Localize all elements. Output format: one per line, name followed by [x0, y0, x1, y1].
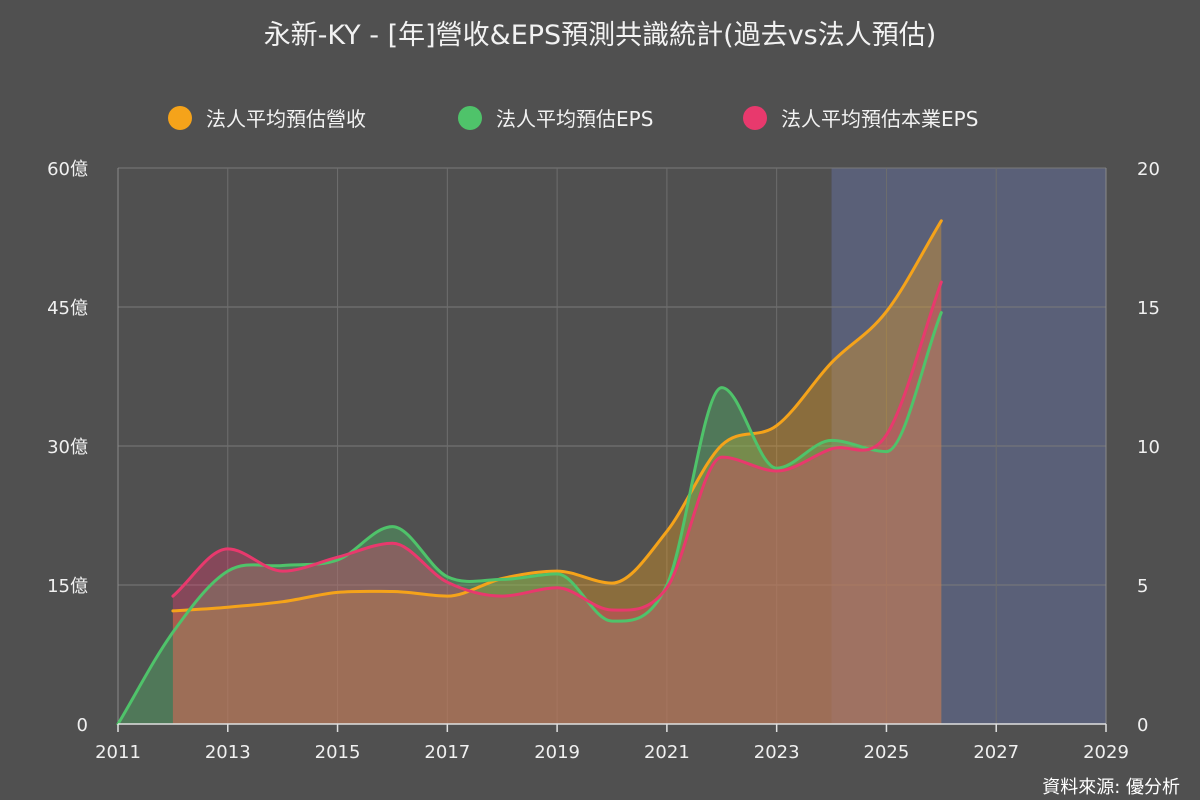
x-tick-label: 2011 — [95, 742, 141, 763]
series-line-2 — [116, 311, 943, 726]
y-right-tick-label: 10 — [1137, 437, 1160, 458]
y-left-tick-label: 60億 — [47, 159, 88, 180]
x-tick-label: 2021 — [644, 742, 690, 763]
legend-label: 法人平均預估EPS — [496, 107, 653, 131]
series-line-1 — [171, 219, 943, 613]
x-tick-label: 2017 — [424, 742, 470, 763]
x-tick-label: 2015 — [315, 742, 361, 763]
y-right-tick-label: 5 — [1137, 576, 1148, 597]
legend-item-3[interactable]: 法人平均預估本業EPS — [743, 106, 978, 131]
source-label: 資料來源: 優分析 — [1042, 777, 1180, 798]
legend-marker-icon — [743, 106, 767, 130]
y-right-tick-label: 0 — [1137, 715, 1148, 736]
x-tick-label: 2029 — [1083, 742, 1129, 763]
legend-label: 法人平均預估營收 — [206, 107, 366, 131]
x-tick-label: 2025 — [864, 742, 910, 763]
x-tick-label: 2019 — [534, 742, 580, 763]
series-area-3 — [172, 282, 942, 724]
x-tick-label: 2027 — [973, 742, 1019, 763]
y-left-tick-label: 45億 — [47, 298, 88, 319]
y-left-tick-label: 15億 — [47, 576, 88, 597]
legend-label: 法人平均預估本業EPS — [781, 107, 978, 131]
chart-title: 永新-KY - [年]營收&EPS預測共識統計(過去vs法人預估) — [264, 20, 937, 51]
legend-marker-icon — [458, 106, 482, 130]
legend-marker-icon — [168, 106, 192, 130]
x-tick-label: 2013 — [205, 742, 251, 763]
y-left-tick-label: 0 — [77, 715, 88, 736]
series-area-1 — [172, 220, 942, 725]
legend-item-1[interactable]: 法人平均預估營收 — [168, 106, 366, 131]
y-right-tick-label: 20 — [1137, 159, 1160, 180]
plot-area — [116, 167, 1107, 726]
series-area-2 — [118, 312, 942, 724]
x-tick-label: 2023 — [754, 742, 800, 763]
y-left-tick-label: 30億 — [47, 437, 88, 458]
y-right-tick-label: 15 — [1137, 298, 1160, 319]
legend-item-2[interactable]: 法人平均預估EPS — [458, 106, 653, 131]
axes: 2011 2013 2015 2017 2019 2021 2023 2025 2027 2029… — [47, 159, 1160, 763]
legend: 法人平均預估營收 法人平均預估EPS 法人平均預估本業EPS — [168, 106, 978, 131]
series-line-3 — [171, 280, 943, 612]
